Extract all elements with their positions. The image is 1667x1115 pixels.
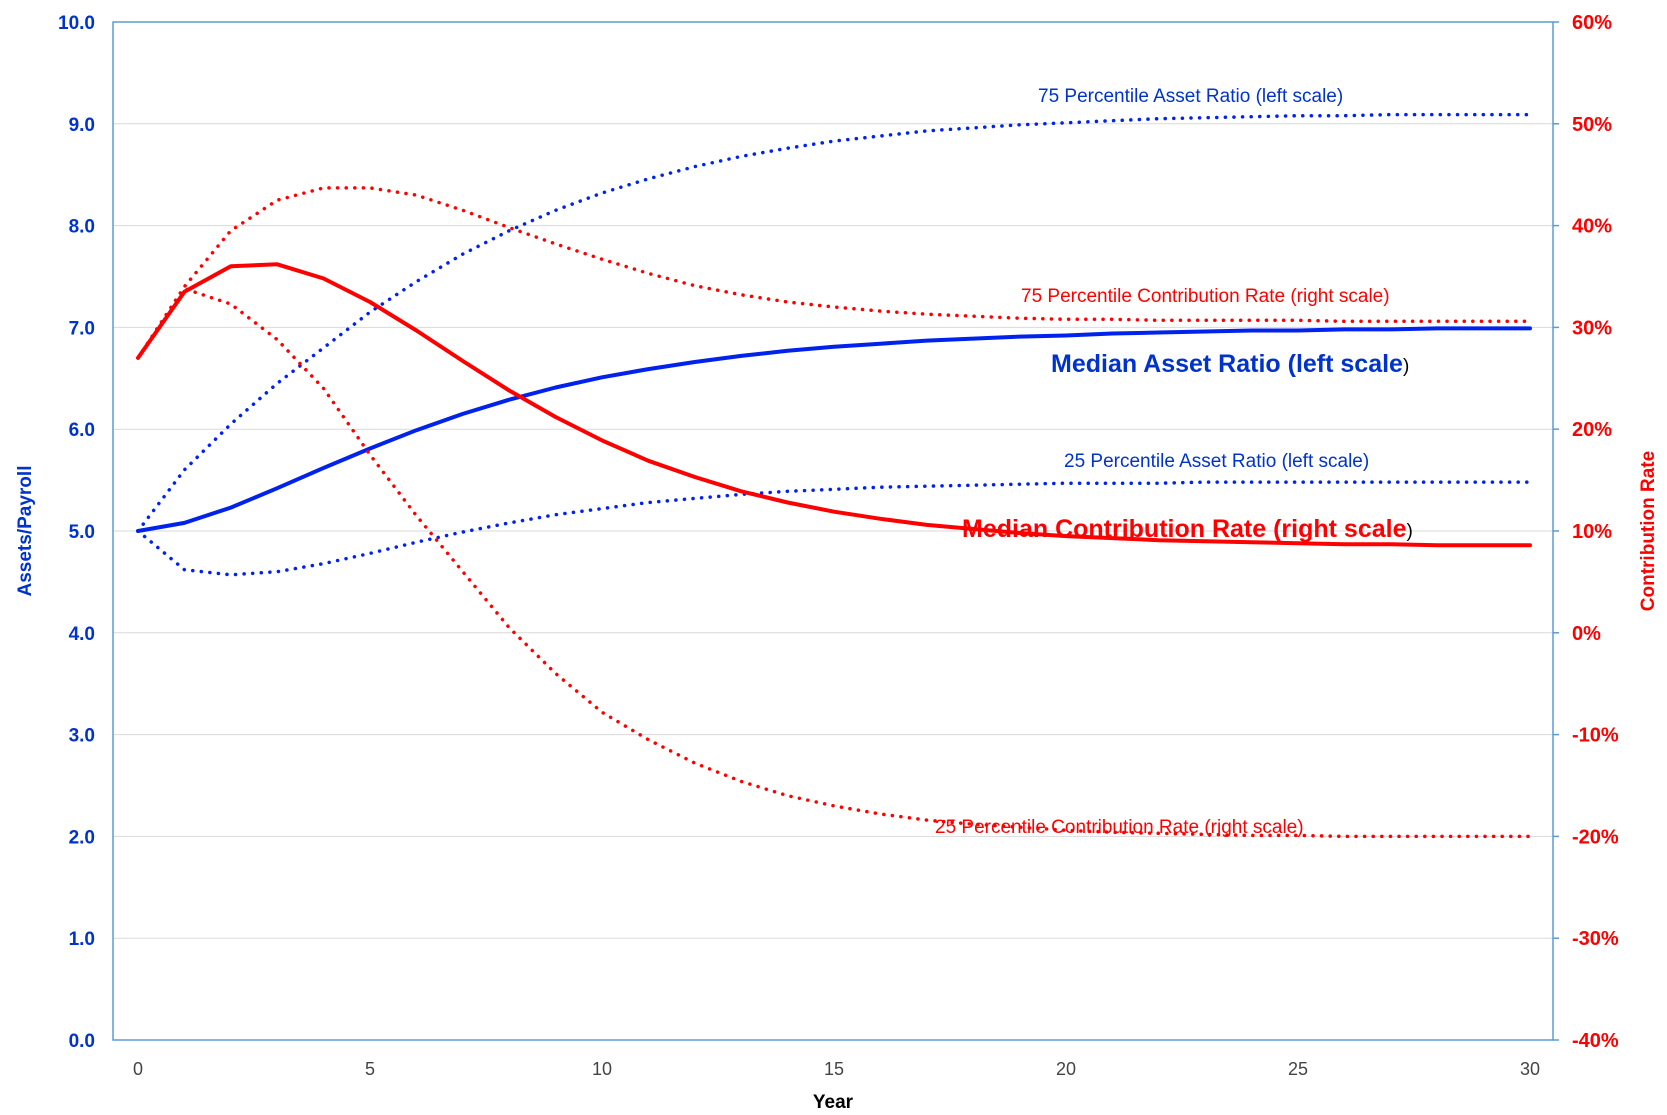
- annotation-median-asset: Median Asset Ratio (left scale): [1051, 350, 1409, 378]
- right-tick-label: -10%: [1572, 725, 1619, 747]
- series-line-4: [136, 186, 1532, 360]
- y-axis-title-right: Contribution Rate: [1638, 451, 1659, 611]
- right-tick-label: 40%: [1572, 216, 1612, 238]
- x-tick-label: 0: [133, 1059, 143, 1079]
- left-tick-label: 9.0: [69, 115, 95, 136]
- x-tick-label: 20: [1056, 1059, 1076, 1079]
- annotation-median-asset-text: Median Asset Ratio (left scale: [1051, 350, 1403, 378]
- x-tick-label: 30: [1520, 1059, 1540, 1079]
- annotation-median-contribution-text: Median Contribution Rate (right scale: [962, 515, 1407, 543]
- x-axis-title: Year: [813, 1092, 854, 1113]
- left-tick-label: 1.0: [69, 929, 95, 950]
- right-tick-label: 30%: [1572, 317, 1612, 339]
- annotation-median-contribution: Median Contribution Rate (right scale): [962, 515, 1413, 543]
- left-tick-label: 6.0: [69, 420, 95, 441]
- annotation-75-asset: 75 Percentile Asset Ratio (left scale): [1038, 86, 1343, 107]
- left-tick-label: 3.0: [69, 726, 95, 747]
- left-tick-label: 4.0: [69, 624, 95, 645]
- right-tick-label: 20%: [1572, 419, 1612, 441]
- annotation-75-asset-text: 75 Percentile Asset Ratio (left scale): [1038, 86, 1343, 107]
- left-tick-label: 2.0: [69, 827, 95, 848]
- series-line-3: [136, 262, 1532, 548]
- series-line-0: [136, 326, 1532, 533]
- annotation-75-contribution-text: 75 Percentile Contribution Rate (right s…: [1021, 286, 1390, 307]
- x-tick-label: 5: [365, 1059, 375, 1079]
- y-axis-title-left: Assets/Payroll: [15, 466, 36, 597]
- right-tick-label: 0%: [1572, 623, 1601, 645]
- series-line-2: [136, 480, 1532, 577]
- left-tick-label: 8.0: [69, 217, 95, 238]
- annotation-25-contribution-text: 25 Percentile Contribution Rate (right s…: [935, 817, 1304, 838]
- right-tick-label: -40%: [1572, 1030, 1619, 1052]
- annotation-median-asset-suffix: ): [1403, 356, 1409, 377]
- right-tick-label: 10%: [1572, 521, 1612, 543]
- annotation-75-contribution: 75 Percentile Contribution Rate (right s…: [1021, 286, 1390, 307]
- left-tick-label: 10.0: [58, 13, 95, 34]
- left-tick-label: 7.0: [69, 318, 95, 339]
- x-tick-label: 25: [1288, 1059, 1308, 1079]
- annotation-25-contribution: 25 Percentile Contribution Rate (right s…: [935, 817, 1304, 838]
- right-tick-label: 50%: [1572, 114, 1612, 136]
- right-tick-label: -30%: [1572, 928, 1619, 950]
- right-tick-label: 60%: [1572, 12, 1612, 34]
- series-line-5: [136, 286, 1532, 839]
- right-tick-label: -20%: [1572, 826, 1619, 848]
- x-tick-label: 15: [824, 1059, 844, 1079]
- left-tick-label: 5.0: [69, 522, 95, 543]
- annotation-median-contribution-suffix: ): [1406, 521, 1412, 542]
- annotation-25-asset-text: 25 Percentile Asset Ratio (left scale): [1064, 451, 1369, 472]
- x-tick-label: 10: [592, 1059, 612, 1079]
- left-tick-label: 0.0: [69, 1031, 95, 1052]
- annotation-25-asset: 25 Percentile Asset Ratio (left scale): [1064, 451, 1369, 472]
